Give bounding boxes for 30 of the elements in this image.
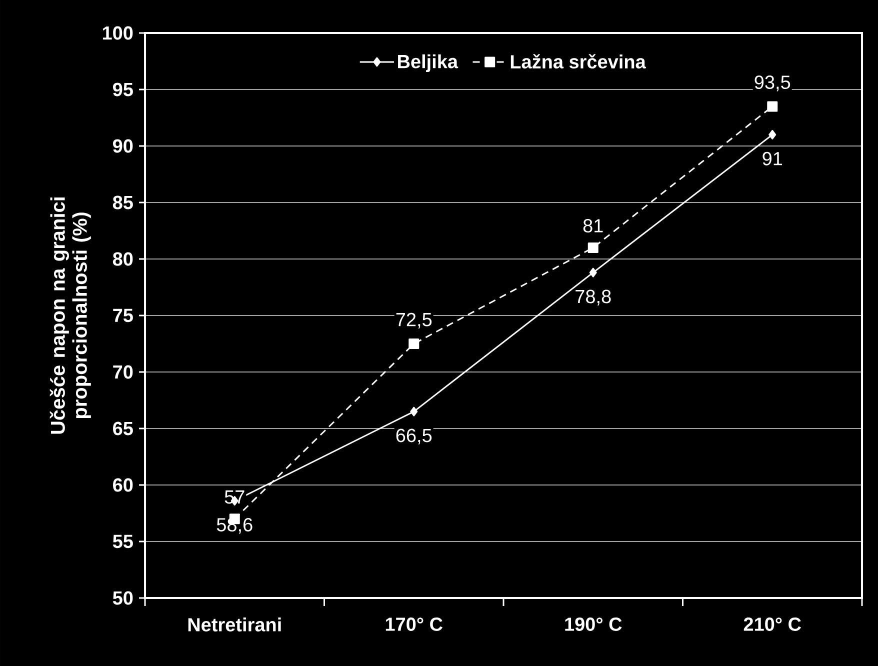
data-label: 81 [583,219,603,232]
point [410,406,418,416]
x-tick-label: 210° C [744,618,801,631]
data-label: 72,5 [396,312,432,329]
data-label: 78,8 [576,290,611,306]
y-tick-label: 65 [113,422,133,436]
legend-label: Lažna srčevina [510,54,646,69]
y-tick-label: 80 [112,252,133,266]
y-tick-label: 60 [113,478,133,492]
y-axis-title: Učešće napon na granici proporcionalnosti (%) [50,197,91,434]
y-tick-label: 85 [112,196,133,210]
data-label: 93,5 [754,76,790,92]
x-tick-label: Netretirani [188,618,281,632]
point [408,338,420,349]
point [768,130,776,140]
y-tick-label: 75 [113,308,133,322]
y-tick-label: 95 [113,82,133,96]
y-tick-label: 100 [102,26,133,40]
y-tick-label: 50 [112,591,133,605]
point [589,268,597,278]
y-tick-label: 90 [113,139,133,153]
x-tick-label: 190° C [565,618,622,631]
y-tick-label: 55 [112,534,133,548]
point [767,101,778,112]
point [588,242,598,253]
x-tick-label: 170° C [386,618,442,631]
data-label: 66,5 [396,428,432,444]
y-tick-label: 70 [113,365,133,379]
data-label: 91 [762,152,782,166]
legend-label: Beljika [398,54,458,72]
